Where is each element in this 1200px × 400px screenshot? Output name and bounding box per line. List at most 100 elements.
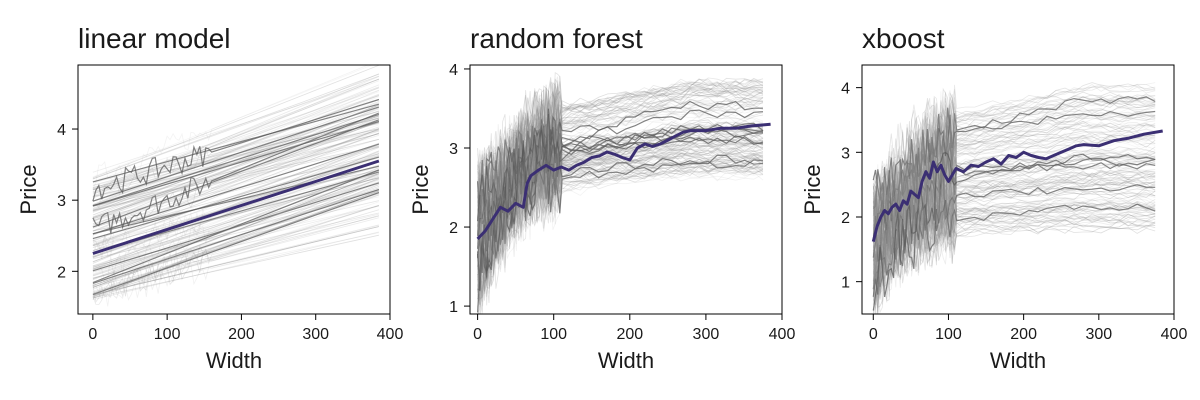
ice-curve [872,178,1156,234]
ice-curve [92,128,379,194]
ice-curve [872,85,1156,270]
ice-curve [477,126,764,248]
ice-curve [92,170,380,271]
ice-curve [477,157,764,283]
ice-curve [873,151,1156,229]
ice-curve [872,187,1156,273]
ice-curve [92,115,380,220]
ice-curve [872,122,1156,216]
plot-area [92,65,380,307]
ice-curve [872,84,1156,213]
ice-curve [872,91,1156,207]
ice-curve [92,80,380,191]
ice-curve [92,142,380,252]
ice-curve [872,199,1156,301]
ice-curve [477,161,764,289]
x-tick-label: 200 [616,326,643,343]
ice-curve [92,164,380,258]
ice-curve [872,126,1156,236]
ice-curve [872,176,1156,250]
chart-title: linear model [78,23,231,54]
y-tick-label: 3 [841,145,850,162]
ice-curve [872,199,1156,297]
y-axis-label: Price [16,164,41,214]
ice-curve [92,124,380,227]
ice-curve [477,138,764,208]
ice-curve [92,231,379,300]
x-tick-label: 200 [1010,326,1037,343]
ice-curve [477,85,764,214]
ice-curve [92,146,380,245]
ice-curve [92,226,379,296]
ice-curve [872,121,1156,288]
ice-curve [92,234,379,299]
ice-curve [92,130,380,224]
ice-curve [477,86,764,291]
ice-curve [872,94,1156,217]
ice-curve [92,190,380,294]
ice-curve [477,86,764,242]
ice-curve [92,76,380,197]
ice-curve [92,170,380,267]
ice-curve [92,194,380,306]
ice-curve [92,143,380,264]
y-tick-label: 2 [57,264,66,281]
ice-curve [92,156,379,219]
ice-curve [92,178,380,276]
ice-curve [872,194,1156,292]
ice-curve [92,205,380,297]
ice-curve [872,147,1156,305]
ice-curve [92,133,379,207]
ice-curve [872,138,1156,300]
x-tick-label: 400 [1161,326,1188,343]
ice-curve [92,98,380,202]
ice-curve [92,204,380,299]
ice-curve [477,82,764,270]
ice-curve [92,119,380,228]
ice-curve [92,112,380,234]
ice-curve [92,130,379,198]
ice-curve [92,156,380,240]
ice-curve [92,128,380,245]
chart-panel-3: 0 100 200 300 400 1 2 3 4 xboost Width Price [800,23,1187,373]
ice-curve [92,79,380,173]
ice-curve [477,100,764,202]
ice-curve [92,147,380,263]
ice-curve [477,121,764,310]
ice-curve [92,110,380,222]
ice-curve [92,173,380,288]
ice-curve [872,166,1156,233]
ice-curve [92,114,380,219]
ice-curve [92,90,380,209]
ice-curve [92,135,380,222]
chart-title: xboost [862,23,945,54]
ice-curve [872,110,1156,258]
ice-curve [872,178,1156,246]
ice-curve [92,115,380,212]
ice-curve [92,73,380,180]
ice-curve [872,205,1156,292]
ice-curve [477,139,764,297]
ice-curve [92,169,380,284]
ice-curve [872,156,1156,224]
ice-curve [872,105,1156,274]
ice-curve [477,152,764,296]
ice-curve [92,107,380,226]
ice-curve [477,158,764,302]
ice-curve [477,137,764,221]
ice-curve [872,184,1156,249]
ice-curve [872,99,1156,279]
ice-curve [872,134,1156,238]
ice-curve [477,94,764,314]
ice-curve [477,140,764,292]
ice-curve [92,165,380,235]
ice-curve [477,97,764,235]
ice-curve [872,160,1156,301]
y-tick-label: 4 [449,62,458,79]
ice-curve [92,115,379,187]
ice-curve [92,65,380,179]
ice-curve [92,215,379,288]
plot-frame [861,64,1175,315]
ice-curve [92,187,380,286]
ice-curve [92,156,380,235]
